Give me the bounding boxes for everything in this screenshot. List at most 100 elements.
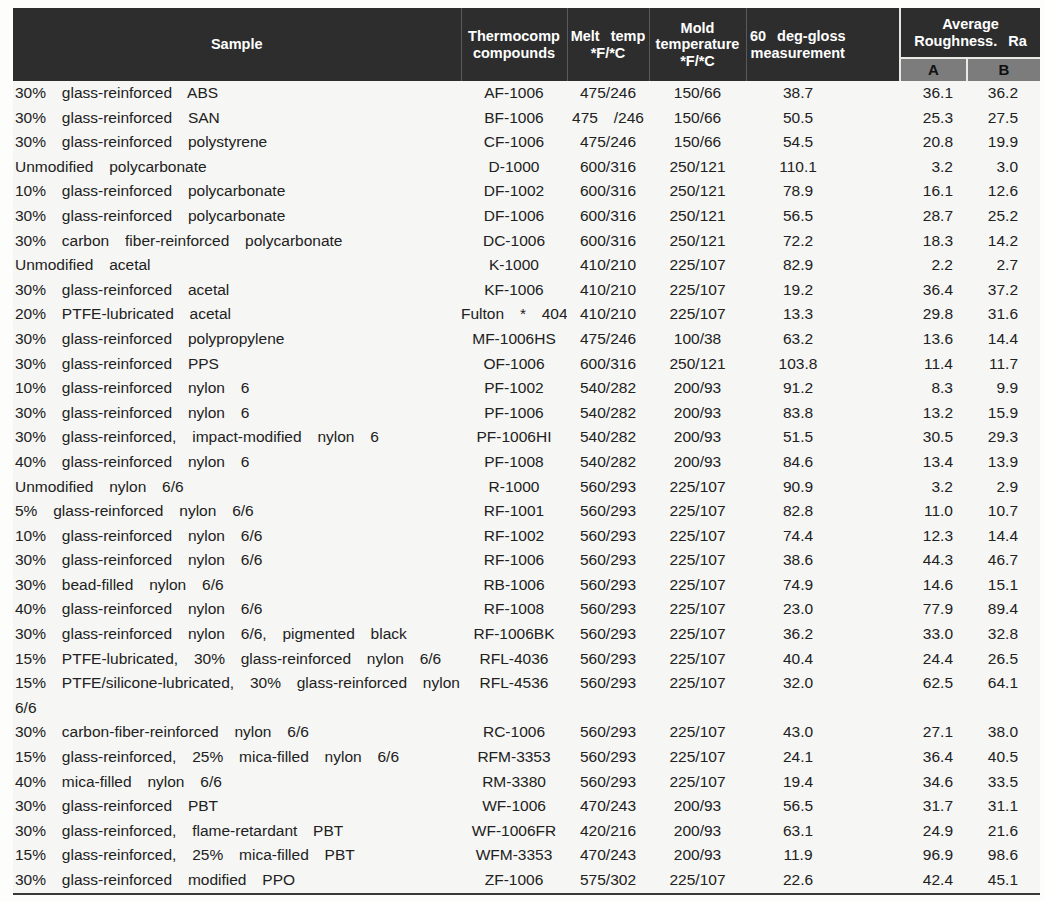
roughness-a-cell: 62.5 [900, 671, 967, 720]
mold-temp-cell: 225/107 [649, 475, 746, 500]
sample-cell: 30% glass-reinforced modified PPO [13, 868, 461, 894]
header-line: Roughness. Ra [901, 33, 1040, 50]
col-header-roughness-b: B [967, 58, 1040, 81]
compound-cell: MF-1006HS [461, 327, 567, 352]
table-row: 15% glass-reinforced, 25% mica-filled PB… [13, 843, 1040, 868]
table-row: 10% glass-reinforced nylon 6/6RF-1002560… [13, 524, 1040, 549]
roughness-a-cell: 24.4 [900, 647, 967, 672]
table-row: 30% bead-filled nylon 6/6RB-1006560/2932… [13, 573, 1040, 598]
roughness-b-cell: 89.4 [967, 597, 1040, 622]
header-line: Thermocomp [462, 28, 567, 45]
mold-temp-cell: 250/121 [649, 155, 746, 180]
header-line: Mold [650, 20, 746, 37]
compound-cell: Fulton * 404 [461, 302, 567, 327]
table-row: 20% PTFE-lubricated acetalFulton * 40441… [13, 302, 1040, 327]
mold-temp-cell: 225/107 [649, 573, 746, 598]
compound-cell: OF-1006 [461, 352, 567, 377]
roughness-b-cell: 38.0 [967, 720, 1040, 745]
compound-cell: RM-3380 [461, 770, 567, 795]
table-row: 30% glass-reinforced, impact-modified ny… [13, 425, 1040, 450]
sample-cell: 30% glass-reinforced PBT [13, 794, 461, 819]
roughness-a-cell: 11.0 [900, 499, 967, 524]
mold-temp-cell: 225/107 [649, 253, 746, 278]
roughness-b-cell: 36.2 [967, 81, 1040, 106]
melt-temp-cell: 600/316 [567, 352, 649, 377]
table-header: Sample Thermocomp compounds Melt temp *F… [13, 8, 1040, 81]
col-header-gloss-measurement: 60 deg-gloss measurement [746, 8, 900, 81]
melt-temp-cell: 560/293 [567, 499, 649, 524]
table-row: 15% glass-reinforced, 25% mica-filled ny… [13, 745, 1040, 770]
gloss-cell: 36.2 [746, 622, 900, 647]
sample-cell: 10% glass-reinforced polycarbonate [13, 179, 461, 204]
table-row: 10% glass-reinforced polycarbonateDF-100… [13, 179, 1040, 204]
mold-temp-cell: 250/121 [649, 352, 746, 377]
roughness-b-cell: 14.4 [967, 524, 1040, 549]
compound-cell: RF-1002 [461, 524, 567, 549]
sample-cell: 30% bead-filled nylon 6/6 [13, 573, 461, 598]
roughness-a-cell: 14.6 [900, 573, 967, 598]
roughness-a-cell: 3.2 [900, 155, 967, 180]
gloss-cell: 23.0 [746, 597, 900, 622]
gloss-cell: 56.5 [746, 794, 900, 819]
compound-cell: DC-1006 [461, 229, 567, 254]
sample-cell: 40% mica-filled nylon 6/6 [13, 770, 461, 795]
roughness-a-cell: 13.2 [900, 401, 967, 426]
melt-temp-cell: 540/282 [567, 425, 649, 450]
roughness-a-cell: 16.1 [900, 179, 967, 204]
compound-cell: DF-1002 [461, 179, 567, 204]
melt-temp-cell: 475/246 [567, 81, 649, 106]
col-header-average-roughness: Average Roughness. Ra [900, 8, 1040, 58]
roughness-b-cell: 11.7 [967, 352, 1040, 377]
table-row: 30% glass-reinforced SANBF-1006475 /2461… [13, 106, 1040, 131]
gloss-cell: 103.8 [746, 352, 900, 377]
gloss-cell: 24.1 [746, 745, 900, 770]
roughness-b-cell: 31.6 [967, 302, 1040, 327]
roughness-a-cell: 36.1 [900, 81, 967, 106]
roughness-a-cell: 3.2 [900, 475, 967, 500]
materials-table: Sample Thermocomp compounds Melt temp *F… [13, 8, 1040, 895]
table-row: Unmodified polycarbonateD-1000600/316250… [13, 155, 1040, 180]
mold-temp-cell: 100/38 [649, 327, 746, 352]
roughness-b-cell: 2.9 [967, 475, 1040, 500]
header-line: compounds [462, 45, 567, 62]
col-header-melt-temp: Melt temp *F/*C [567, 8, 649, 81]
sample-cell: 10% glass-reinforced nylon 6/6 [13, 524, 461, 549]
sample-cell: Unmodified nylon 6/6 [13, 475, 461, 500]
melt-temp-cell: 475/246 [567, 130, 649, 155]
sample-cell: 30% glass-reinforced acetal [13, 278, 461, 303]
compound-cell: WF-1006 [461, 794, 567, 819]
sample-cell: 20% PTFE-lubricated acetal [13, 302, 461, 327]
roughness-b-cell: 45.1 [967, 868, 1040, 894]
roughness-a-cell: 34.6 [900, 770, 967, 795]
header-line: measurement [747, 45, 850, 62]
table-row: 30% glass-reinforced PBTWF-1006470/24320… [13, 794, 1040, 819]
sample-cell: 30% glass-reinforced nylon 6 [13, 401, 461, 426]
roughness-a-cell: 8.3 [900, 376, 967, 401]
table-body: 30% glass-reinforced ABSAF-1006475/24615… [13, 81, 1040, 894]
gloss-cell: 74.9 [746, 573, 900, 598]
roughness-b-cell: 98.6 [967, 843, 1040, 868]
gloss-cell: 38.6 [746, 548, 900, 573]
gloss-cell: 50.5 [746, 106, 900, 131]
table-row: 10% glass-reinforced nylon 6PF-1002540/2… [13, 376, 1040, 401]
mold-temp-cell: 200/93 [649, 376, 746, 401]
gloss-cell: 63.1 [746, 819, 900, 844]
mold-temp-cell: 225/107 [649, 745, 746, 770]
compound-cell: AF-1006 [461, 81, 567, 106]
gloss-cell: 78.9 [746, 179, 900, 204]
table-row: 40% glass-reinforced nylon 6PF-1008540/2… [13, 450, 1040, 475]
roughness-a-cell: 13.6 [900, 327, 967, 352]
roughness-b-cell: 14.4 [967, 327, 1040, 352]
compound-cell: K-1000 [461, 253, 567, 278]
melt-temp-cell: 540/282 [567, 450, 649, 475]
melt-temp-cell: 560/293 [567, 745, 649, 770]
sample-cell: 30% carbon-fiber-reinforced nylon 6/6 [13, 720, 461, 745]
gloss-cell: 84.6 [746, 450, 900, 475]
roughness-a-cell: 28.7 [900, 204, 967, 229]
roughness-b-cell: 46.7 [967, 548, 1040, 573]
col-header-mold-temperature: Mold temperature *F/*C [649, 8, 746, 81]
compound-cell: RF-1006BK [461, 622, 567, 647]
roughness-b-cell: 40.5 [967, 745, 1040, 770]
table-row: 40% glass-reinforced nylon 6/6RF-1008560… [13, 597, 1040, 622]
gloss-cell: 54.5 [746, 130, 900, 155]
